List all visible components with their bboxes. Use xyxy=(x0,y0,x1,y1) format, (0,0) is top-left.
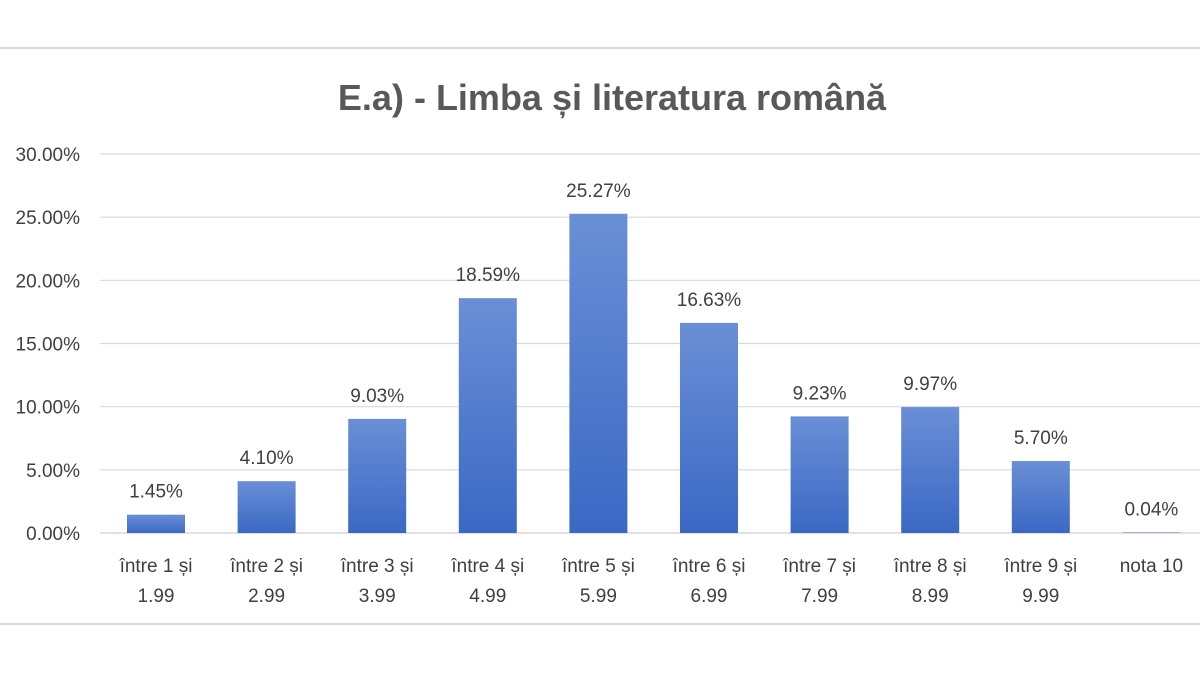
x-tick-label: 1.99 xyxy=(138,586,175,607)
y-tick-label: 25.00% xyxy=(16,208,81,229)
data-label: 0.04% xyxy=(1124,499,1178,520)
x-tick-label: 2.99 xyxy=(248,586,285,607)
chart-title: E.a) - Limba și literatura română xyxy=(338,77,887,118)
y-axis: 0.00% 5.00% 10.00% 15.00% 20.00% 25.00% 30.00% xyxy=(16,145,81,545)
y-tick-label: 20.00% xyxy=(16,271,81,292)
x-tick-label: 5.99 xyxy=(580,586,617,607)
y-tick-label: 5.00% xyxy=(26,461,80,482)
x-tick-label: între 9 și xyxy=(1003,556,1077,577)
x-tick-label: între 3 și xyxy=(340,556,414,577)
bar xyxy=(901,407,960,533)
bar xyxy=(680,322,738,533)
chart-border-top xyxy=(0,47,1200,49)
y-tick-label: 15.00% xyxy=(16,335,81,356)
chart-border-bottom xyxy=(0,623,1200,625)
data-label: 16.63% xyxy=(677,290,742,311)
bar xyxy=(1011,460,1070,533)
data-label: 9.97% xyxy=(903,374,957,395)
x-tick-label: între 2 și xyxy=(229,556,303,577)
y-tick-label: 0.00% xyxy=(26,524,80,545)
y-tick-label: 10.00% xyxy=(16,398,81,419)
x-tick-label: 7.99 xyxy=(801,586,838,607)
y-tick-label: 30.00% xyxy=(16,145,81,166)
bar xyxy=(348,418,407,533)
data-labels: 1.45% 4.10% 9.03% 18.59% 25.27% 16.63% 9.23% 9.… xyxy=(129,181,1178,521)
x-tick-label: între 8 și xyxy=(893,556,967,577)
data-label: 25.27% xyxy=(566,181,631,202)
x-tick-label: 9.99 xyxy=(1022,586,1059,607)
x-tick-label: nota 10 xyxy=(1120,556,1183,577)
x-tick-label: 8.99 xyxy=(912,586,949,607)
data-label: 4.10% xyxy=(240,448,294,469)
bar xyxy=(790,416,849,533)
bar xyxy=(1122,532,1181,533)
bar xyxy=(458,298,517,533)
bar xyxy=(237,481,296,533)
data-label: 18.59% xyxy=(456,265,521,286)
bar xyxy=(127,514,185,533)
x-tick-label: 6.99 xyxy=(691,586,728,607)
bars xyxy=(127,213,1181,533)
x-axis: între 1 și 1.99 între 2 și 2.99 între 3 și 3.… xyxy=(119,556,1184,607)
x-tick-label: între 4 și xyxy=(450,556,524,577)
data-label: 1.45% xyxy=(129,482,183,503)
data-label: 9.03% xyxy=(350,386,404,407)
x-tick-label: între 7 și xyxy=(782,556,856,577)
x-tick-label: între 5 și xyxy=(561,556,635,577)
bar xyxy=(569,213,628,533)
x-tick-label: 3.99 xyxy=(359,586,396,607)
data-label: 5.70% xyxy=(1014,428,1068,449)
x-tick-label: între 1 și xyxy=(119,556,193,577)
x-tick-label: 4.99 xyxy=(469,586,506,607)
data-label: 9.23% xyxy=(793,383,847,404)
x-tick-label: între 6 și xyxy=(672,556,746,577)
